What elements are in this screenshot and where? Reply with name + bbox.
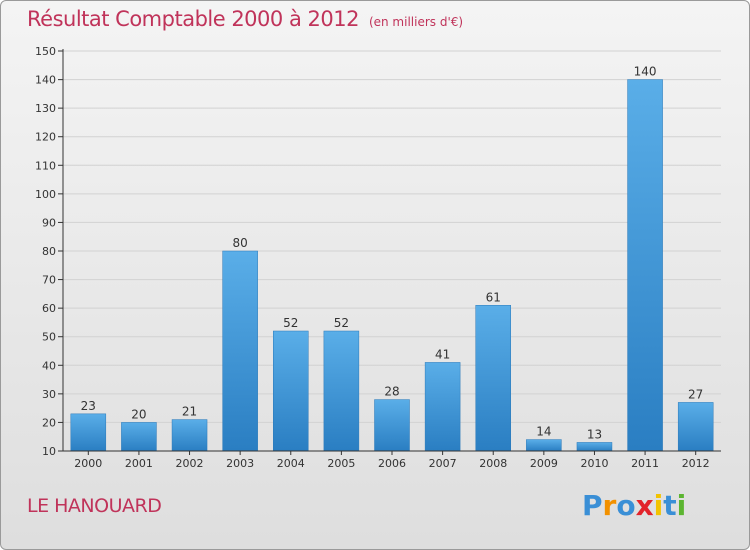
- y-tick-label: 50: [42, 331, 56, 344]
- bar-2012: [677, 402, 714, 452]
- x-tick-label-2001: 2001: [125, 457, 153, 470]
- x-tick-label-2010: 2010: [580, 457, 608, 470]
- bar-2006: [374, 399, 410, 452]
- y-tick-label: 10: [42, 445, 56, 458]
- logo-letter: t: [663, 489, 677, 522]
- y-tick-label: 60: [42, 302, 56, 315]
- bar-2008: [475, 305, 511, 452]
- data-label-2002: 21: [182, 405, 197, 419]
- x-tick-label-2004: 2004: [277, 457, 305, 470]
- bar-2001: [121, 422, 157, 452]
- data-label-2007: 41: [435, 347, 450, 361]
- logo-letter: x: [635, 489, 654, 522]
- x-tick-label-2008: 2008: [479, 457, 507, 470]
- data-label-2012: 27: [688, 387, 703, 401]
- data-label-2000: 23: [81, 399, 96, 413]
- data-label-2010: 13: [587, 427, 602, 441]
- data-label-2001: 20: [131, 407, 146, 421]
- y-tick-label: 120: [35, 131, 56, 144]
- axes: [58, 49, 721, 455]
- data-label-2011: 140: [634, 65, 657, 79]
- y-tick-label: 40: [42, 359, 56, 372]
- y-tick-label: 140: [35, 74, 56, 87]
- x-tick-label-2000: 2000: [74, 457, 102, 470]
- grid-lines: [63, 50, 721, 423]
- chart-subtitle: (en milliers d'€): [368, 15, 464, 29]
- y-tick-label: 30: [42, 388, 56, 401]
- bar-2004: [273, 330, 309, 452]
- location-label: LE HANOUARD: [27, 495, 162, 517]
- data-label-2005: 52: [334, 316, 349, 330]
- x-tick-label-2011: 2011: [631, 457, 659, 470]
- y-tick-label: 130: [35, 102, 56, 115]
- bar-2003: [222, 250, 258, 452]
- y-tick-label: 150: [35, 45, 56, 58]
- x-tick-label-2012: 2012: [682, 457, 710, 470]
- logo-letter: o: [616, 489, 636, 522]
- logo-letter: i: [653, 489, 664, 522]
- y-tick-label: 20: [42, 416, 56, 429]
- bar-2005: [323, 330, 360, 452]
- chart-title: Résultat Comptable 2000 à 2012 (en millie…: [27, 7, 463, 31]
- bar-2002: [171, 419, 208, 452]
- bar-2007: [424, 362, 461, 452]
- data-label-2009: 14: [536, 425, 551, 439]
- x-tick-label-2009: 2009: [530, 457, 558, 470]
- proxiti-logo: Proxiti: [582, 489, 686, 522]
- bar-2011: [627, 79, 663, 452]
- bars: [70, 79, 714, 452]
- x-tick-label-2003: 2003: [226, 457, 254, 470]
- data-label-2006: 28: [384, 385, 399, 399]
- chart-title-text: Résultat Comptable 2000 à 2012: [27, 7, 359, 31]
- y-tick-label: 70: [42, 274, 56, 287]
- data-label-2008: 61: [486, 290, 501, 304]
- y-tick-label: 100: [35, 188, 56, 201]
- bar-2000: [70, 413, 107, 452]
- x-tick-label-2007: 2007: [429, 457, 457, 470]
- x-tick-label-2002: 2002: [176, 457, 204, 470]
- bar-2010: [576, 442, 613, 452]
- y-tick-label: 80: [42, 245, 56, 258]
- data-label-2004: 52: [283, 316, 298, 330]
- x-tick-label-2006: 2006: [378, 457, 406, 470]
- x-tick-label-2005: 2005: [327, 457, 355, 470]
- y-tick-label: 110: [35, 159, 56, 172]
- data-label-2003: 80: [233, 236, 248, 250]
- logo-letter: r: [602, 489, 617, 522]
- bar-2009: [526, 439, 562, 452]
- y-tick-label: 90: [42, 216, 56, 229]
- logo-letter: P: [582, 489, 603, 522]
- labels: 10 20 30 40 50 60 70 80 90 100 110 120 130 140 150 23 20…: [35, 45, 710, 470]
- logo-letter: i: [676, 489, 687, 522]
